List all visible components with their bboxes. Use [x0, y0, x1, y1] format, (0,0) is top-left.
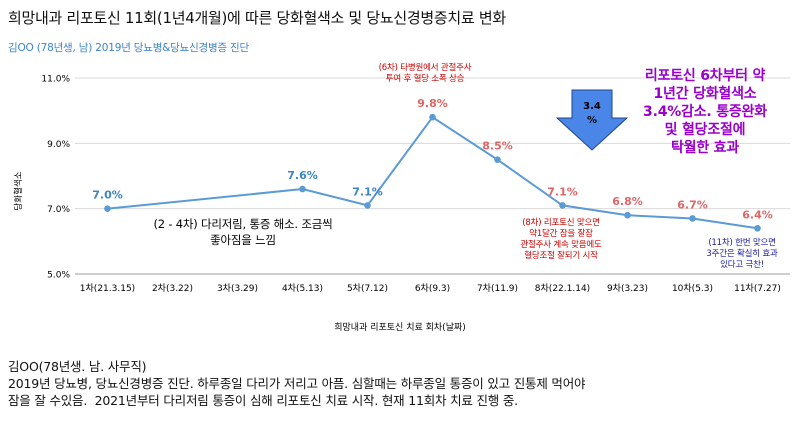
- annotation-8th: (8차) 리포토신 맞으면 약1달간 잠을 잘잠 관절주사 계속 맞음에도 혈당…: [520, 218, 602, 261]
- patient-description: 김OO(78년생. 남. 사무직) 2019년 당뇨병, 당뇨신경병증 진단. …: [8, 358, 793, 409]
- annotation-6th: (6차) 타병원에서 관절주사 투여 후 혈당 소폭 상승: [378, 63, 472, 84]
- x-axis-label: 희망내과 리포토신 치료 회차(날짜): [334, 323, 466, 333]
- chart-title: 희망내과 리포토신 11회(1년4개월)에 따른 당화혈색소 및 당뇨신경병증치…: [8, 9, 506, 27]
- data-label: 6.8%: [612, 195, 643, 208]
- arrow-decrease-label: 3.4 %: [583, 101, 601, 126]
- data-point: [494, 156, 501, 163]
- data-point: [364, 202, 371, 209]
- x-tick-label: 5차(7.12): [347, 282, 388, 294]
- x-tick-label: 4차(5.13): [282, 282, 323, 294]
- series-layer: [104, 113, 761, 232]
- data-label: 6.4%: [742, 208, 773, 221]
- y-axis-label: 당화혈색소: [14, 171, 24, 211]
- data-point: [104, 205, 111, 212]
- data-label: 8.5%: [482, 140, 513, 153]
- y-tick-label: 5.0%: [47, 271, 70, 281]
- data-label: 7.0%: [92, 189, 123, 202]
- grid-lines: [75, 77, 790, 275]
- summary-annotation: 리포토신 6차부터 약 1년간 당화혈색소 3.4%감소. 통증완화 및 혈당조…: [643, 68, 767, 156]
- x-tick-label: 3차(3.29): [217, 282, 258, 294]
- y-tick-labels: 5.0% 7.0% 9.0% 11.0%: [41, 75, 70, 281]
- x-tick-label: 1차(21.3.15): [80, 282, 135, 294]
- x-tick-label: 6차(9.3): [415, 282, 450, 294]
- footer-line-1: 김OO(78년생. 남. 사무직): [8, 359, 147, 374]
- y-tick-label: 11.0%: [41, 75, 70, 85]
- data-label: 7.6%: [287, 169, 318, 182]
- y-tick-label: 9.0%: [47, 140, 70, 150]
- footer-line-3: 잠을 잘 수있음. 2021년부터 다리저림 통증이 심해 리포토신 치료 시작…: [8, 393, 518, 408]
- data-point: [299, 185, 306, 193]
- data-point: [689, 215, 696, 222]
- x-tick-labels: 1차(21.3.15) 2차(3.22) 3차(3.29) 4차(5.13) 5차(7.…: [80, 282, 781, 294]
- data-point: [754, 224, 761, 232]
- annotation-11th: (11차) 한번 맞으면 3주간은 확실히 효과 있다고 극찬!: [706, 238, 778, 270]
- x-tick-label: 7차(11.9): [477, 282, 518, 294]
- x-tick-label: 11차(7.27): [734, 282, 781, 294]
- x-tick-label: 2차(3.22): [152, 282, 193, 294]
- annotation-2-4th: (2 - 4차) 다리저림, 통증 해소. 조금씩 좋아짐을 느낌: [153, 217, 333, 247]
- decrease-arrow-group: [555, 89, 629, 151]
- data-label: 9.8%: [417, 97, 448, 110]
- x-tick-label: 9차(3.23): [607, 282, 648, 294]
- data-label: 6.7%: [677, 198, 708, 211]
- footer-line-2: 2019년 당뇨병, 당뇨신경병증 진단. 하루종일 다리가 저리고 아픔. 심…: [8, 376, 586, 391]
- data-labels: 7.0% 7.6% 7.1% 9.8% 8.5% 7.1% 6.8% 6.7% 6.4%: [92, 97, 773, 221]
- data-label: 7.1%: [547, 185, 578, 198]
- chart-subtitle: 김OO (78년생, 남) 2019년 당뇨병&당뇨신경병증 진단: [8, 42, 249, 54]
- y-tick-label: 7.0%: [47, 205, 70, 215]
- down-arrow-icon: [555, 89, 629, 151]
- data-label: 7.1%: [352, 185, 383, 198]
- data-point: [624, 211, 631, 219]
- x-tick-label: 8차(22.1.14): [535, 282, 590, 294]
- data-point: [559, 202, 566, 209]
- data-point: [429, 113, 436, 121]
- x-tick-label: 10차(5.3): [672, 282, 713, 294]
